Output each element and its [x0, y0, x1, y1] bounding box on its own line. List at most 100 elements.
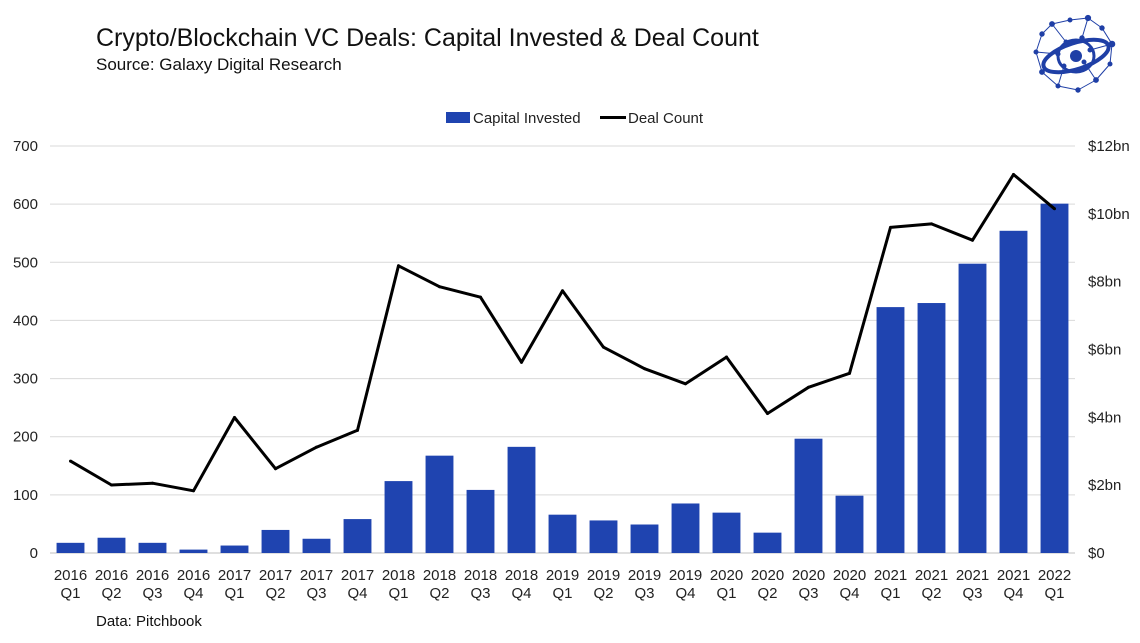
x-axis-quarter-label: Q2 — [265, 585, 285, 602]
deal-count-point — [602, 345, 605, 349]
x-axis-year-label: 2016 — [54, 567, 87, 584]
deal-count-point — [315, 445, 318, 449]
x-axis-quarter-label: Q1 — [716, 585, 736, 602]
x-axis-year-label: 2016 — [136, 567, 169, 584]
x-axis-year-label: 2017 — [218, 567, 251, 584]
x-axis-year-label: 2017 — [341, 567, 374, 584]
capital-invested-bar — [97, 537, 126, 553]
capital-invested-bar — [138, 542, 167, 553]
deal-count-point — [848, 371, 851, 375]
capital-invested-bar — [220, 545, 249, 553]
legend-swatch-capital-invested — [446, 112, 470, 123]
x-axis-quarter-label: Q1 — [60, 585, 80, 602]
x-axis-quarter-label: Q3 — [470, 585, 490, 602]
x-axis-quarter-label: Q3 — [142, 585, 162, 602]
capital-invested-bar — [425, 455, 454, 553]
deal-count-point — [479, 295, 482, 299]
right-axis-ticks: $0 $2bn $4bn $6bn $8bn $10bn $12bn — [1088, 138, 1130, 562]
x-axis-year-label: 2022 — [1038, 567, 1071, 584]
x-axis-quarter-label: Q4 — [675, 585, 695, 602]
x-axis-year-label: 2018 — [505, 567, 538, 584]
deal-count-point — [110, 483, 113, 487]
x-axis-year-label: 2016 — [177, 567, 210, 584]
deal-count-point — [725, 355, 728, 359]
right-axis-tick-label: $4bn — [1088, 409, 1121, 426]
x-axis-year-label: 2019 — [587, 567, 620, 584]
x-axis-quarter-label: Q2 — [429, 585, 449, 602]
x-axis-quarter-label: Q4 — [1003, 585, 1023, 602]
capital-invested-bar — [753, 532, 782, 553]
x-axis-quarter-label: Q4 — [511, 585, 531, 602]
deal-count-point — [356, 428, 359, 432]
left-axis-tick-label: 500 — [13, 254, 38, 271]
x-axis-year-label: 2017 — [259, 567, 292, 584]
deal-count-point — [766, 411, 769, 415]
left-axis-tick-label: 700 — [13, 138, 38, 155]
x-axis-year-label: 2019 — [546, 567, 579, 584]
chart-subtitle: Source: Galaxy Digital Research — [96, 55, 342, 74]
deal-count-point — [561, 289, 564, 293]
legend: Capital Invested Deal Count — [446, 110, 704, 127]
deal-count-point — [233, 416, 236, 420]
x-axis-quarter-label: Q3 — [306, 585, 326, 602]
capital-invested-bar — [507, 446, 536, 553]
x-axis-quarter-label: Q3 — [634, 585, 654, 602]
x-axis-quarter-label: Q2 — [101, 585, 121, 602]
deal-count-point — [643, 367, 646, 371]
capital-invested-bar — [589, 520, 618, 553]
x-axis-year-label: 2021 — [997, 567, 1030, 584]
deal-count-point — [807, 385, 810, 389]
x-axis-year-label: 2020 — [833, 567, 866, 584]
deal-count-point — [1012, 172, 1015, 176]
capital-invested-bar — [466, 489, 495, 553]
capital-invested-bar — [671, 503, 700, 553]
x-axis-year-label: 2017 — [300, 567, 333, 584]
x-axis-year-label: 2021 — [915, 567, 948, 584]
x-axis-year-label: 2019 — [628, 567, 661, 584]
x-axis-quarter-label: Q1 — [552, 585, 572, 602]
x-axis-quarter-label: Q4 — [839, 585, 859, 602]
deal-count-point — [889, 225, 892, 229]
x-axis-quarter-label: Q1 — [224, 585, 244, 602]
capital-invested-bar — [999, 230, 1028, 553]
capital-invested-bar — [630, 524, 659, 553]
x-axis-year-label: 2018 — [382, 567, 415, 584]
x-axis-quarter-label: Q1 — [1044, 585, 1064, 602]
deal-count-point — [151, 481, 154, 485]
left-axis-tick-label: 400 — [13, 312, 38, 329]
deal-count-point — [274, 467, 277, 471]
x-axis-quarter-label: Q1 — [388, 585, 408, 602]
capital-invested-bar — [343, 519, 372, 553]
left-axis-tick-label: 600 — [13, 196, 38, 213]
capital-invested-bar — [1040, 203, 1069, 554]
deal-count-point — [438, 285, 441, 289]
right-axis-tick-label: $6bn — [1088, 342, 1121, 359]
x-axis-year-label: 2018 — [464, 567, 497, 584]
deal-count-point — [69, 459, 72, 463]
capital-invested-bar — [712, 512, 741, 553]
capital-invested-bar — [876, 307, 905, 553]
x-axis-quarter-label: Q3 — [798, 585, 818, 602]
deal-count-point — [930, 222, 933, 226]
deal-count-point — [971, 238, 974, 242]
capital-invested-bar — [56, 542, 85, 553]
deal-count-line — [69, 172, 1056, 493]
deal-count-point — [520, 360, 523, 364]
capital-invested-bar — [835, 495, 864, 553]
galaxy-network-logo-icon — [1033, 14, 1116, 93]
data-source-note: Data: Pitchbook — [96, 613, 202, 630]
capital-invested-bar — [384, 481, 413, 553]
x-axis-quarter-label: Q2 — [921, 585, 941, 602]
legend-label-deal-count: Deal Count — [628, 110, 704, 127]
left-axis-tick-label: 200 — [13, 429, 38, 446]
x-axis-quarter-label: Q2 — [593, 585, 613, 602]
x-axis-quarter-label: Q4 — [347, 585, 367, 602]
x-axis-quarter-label: Q1 — [880, 585, 900, 602]
left-axis-tick-label: 0 — [30, 545, 38, 562]
deal-count-point — [1053, 207, 1056, 211]
capital-invested-bars — [56, 203, 1069, 554]
x-axis-quarter-label: Q3 — [962, 585, 982, 602]
x-axis-year-label: 2021 — [956, 567, 989, 584]
capital-invested-bar — [179, 549, 208, 553]
